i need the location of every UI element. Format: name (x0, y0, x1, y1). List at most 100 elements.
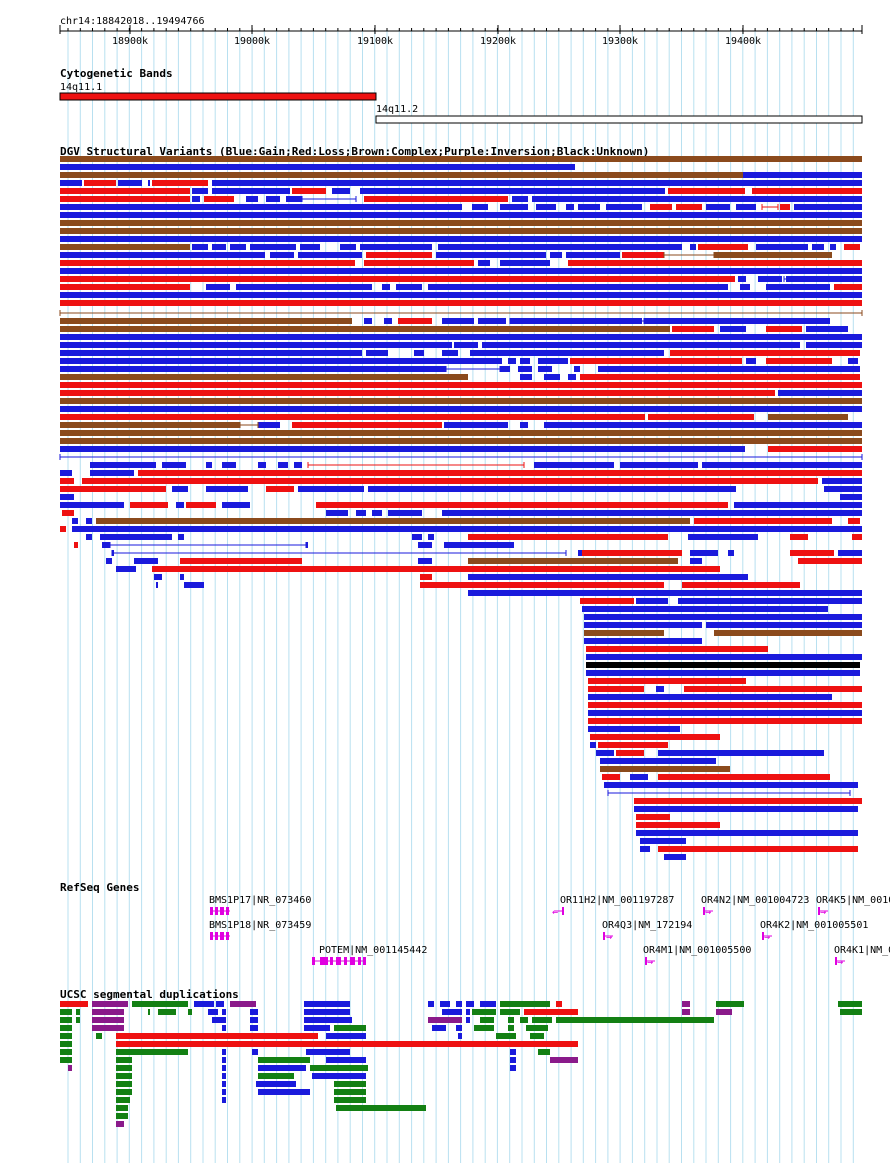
segdup-feature[interactable] (500, 1001, 550, 1007)
dgv-variant[interactable] (60, 326, 670, 332)
segdup-feature[interactable] (222, 1057, 226, 1063)
segdup-feature[interactable] (250, 1017, 258, 1023)
dgv-variant[interactable] (706, 204, 730, 210)
gene-exon[interactable] (344, 957, 347, 965)
dgv-variant[interactable] (72, 526, 862, 532)
dgv-variant[interactable] (364, 196, 508, 202)
segdup-feature[interactable] (456, 1025, 462, 1031)
segdup-feature[interactable] (222, 1073, 226, 1079)
dgv-variant[interactable] (582, 550, 682, 556)
dgv-variant[interactable] (584, 622, 702, 628)
gene-exon[interactable] (336, 957, 341, 965)
dgv-variant[interactable] (838, 550, 862, 556)
gene-exon[interactable] (363, 957, 366, 965)
dgv-variant[interactable] (180, 574, 184, 580)
dgv-variant[interactable] (60, 164, 575, 170)
dgv-variant[interactable] (84, 180, 116, 186)
dgv-variant[interactable] (106, 558, 112, 564)
dgv-variant[interactable] (586, 654, 862, 660)
segdup-feature[interactable] (116, 1105, 128, 1111)
segdup-feature[interactable] (466, 1017, 470, 1023)
dgv-variant[interactable] (86, 518, 92, 524)
dgv-variant[interactable] (728, 550, 734, 556)
segdup-feature[interactable] (60, 1009, 72, 1015)
dgv-variant[interactable] (206, 462, 212, 468)
segdup-feature[interactable] (456, 1001, 462, 1007)
segdup-feature[interactable] (532, 1017, 552, 1023)
dgv-variant[interactable] (366, 252, 432, 258)
segdup-feature[interactable] (538, 1049, 550, 1055)
dgv-variant[interactable] (60, 318, 352, 324)
segdup-feature[interactable] (304, 1009, 350, 1015)
dgv-variant[interactable] (396, 284, 422, 290)
dgv-variant[interactable] (588, 702, 862, 708)
dgv-variant[interactable] (644, 318, 830, 324)
dgv-variant[interactable] (570, 358, 742, 364)
segdup-feature[interactable] (250, 1009, 258, 1015)
dgv-variant[interactable] (600, 766, 730, 772)
dgv-variant[interactable] (418, 558, 432, 564)
dgv-variant[interactable] (60, 342, 452, 348)
dgv-variant[interactable] (582, 606, 828, 612)
segdup-feature[interactable] (92, 1009, 124, 1015)
dgv-variant[interactable] (366, 350, 388, 356)
dgv-variant[interactable] (152, 180, 208, 186)
dgv-variant[interactable] (266, 196, 280, 202)
dgv-variant[interactable] (300, 244, 320, 250)
segdup-feature[interactable] (222, 1049, 226, 1055)
segdup-feature[interactable] (428, 1017, 462, 1023)
segdup-feature[interactable] (252, 1049, 258, 1055)
dgv-variant[interactable] (60, 156, 862, 162)
dgv-variant[interactable] (178, 534, 184, 540)
dgv-variant[interactable] (472, 204, 488, 210)
dgv-variant[interactable] (824, 486, 862, 492)
dgv-variant[interactable] (790, 534, 808, 540)
dgv-variant[interactable] (630, 774, 648, 780)
segdup-features[interactable] (60, 1001, 862, 1127)
dgv-variant[interactable] (604, 782, 858, 788)
dgv-variant[interactable] (512, 196, 528, 202)
gene-exon[interactable] (226, 907, 229, 915)
dgv-variant[interactable] (60, 172, 743, 178)
dgv-variant[interactable] (852, 534, 862, 540)
gene-exon[interactable] (350, 957, 355, 965)
dgv-variant[interactable] (154, 574, 162, 580)
segdup-feature[interactable] (510, 1049, 516, 1055)
segdup-feature[interactable] (312, 1073, 366, 1079)
dgv-variant[interactable] (60, 398, 862, 404)
dgv-variant[interactable] (204, 196, 234, 202)
dgv-variant[interactable] (534, 462, 614, 468)
segdup-feature[interactable] (334, 1025, 366, 1031)
dgv-variant[interactable] (746, 358, 756, 364)
dgv-variant[interactable] (278, 462, 288, 468)
dgv-variant[interactable] (584, 638, 702, 644)
dgv-variant[interactable] (298, 486, 364, 492)
dgv-variant[interactable] (778, 390, 862, 396)
dgv-variant[interactable] (544, 374, 560, 380)
dgv-variant[interactable] (678, 598, 862, 604)
segdup-feature[interactable] (68, 1065, 72, 1071)
segdup-feature[interactable] (510, 1057, 516, 1063)
dgv-variant[interactable] (588, 726, 680, 732)
dgv-variant[interactable] (60, 220, 862, 226)
segdup-feature[interactable] (480, 1001, 496, 1007)
dgv-variant[interactable] (60, 502, 124, 508)
dgv-variant[interactable] (444, 542, 514, 548)
dgv-variant[interactable] (640, 846, 650, 852)
dgv-variant[interactable] (790, 550, 834, 556)
dgv-variant[interactable] (636, 830, 858, 836)
segdup-feature[interactable] (310, 1065, 368, 1071)
gene-exon[interactable] (320, 957, 328, 965)
dgv-variant[interactable] (100, 534, 172, 540)
gene-exon[interactable] (358, 957, 361, 965)
segdup-feature[interactable] (92, 1017, 124, 1023)
segdup-feature[interactable] (222, 1081, 226, 1087)
dgv-variant[interactable] (186, 502, 216, 508)
gene-exon[interactable] (210, 932, 213, 940)
segdup-feature[interactable] (92, 1001, 128, 1007)
dgv-variant[interactable] (72, 518, 78, 524)
dgv-variant[interactable] (848, 518, 860, 524)
dgv-variant[interactable] (412, 534, 422, 540)
segdup-feature[interactable] (158, 1009, 176, 1015)
dgv-variant[interactable] (60, 334, 862, 340)
